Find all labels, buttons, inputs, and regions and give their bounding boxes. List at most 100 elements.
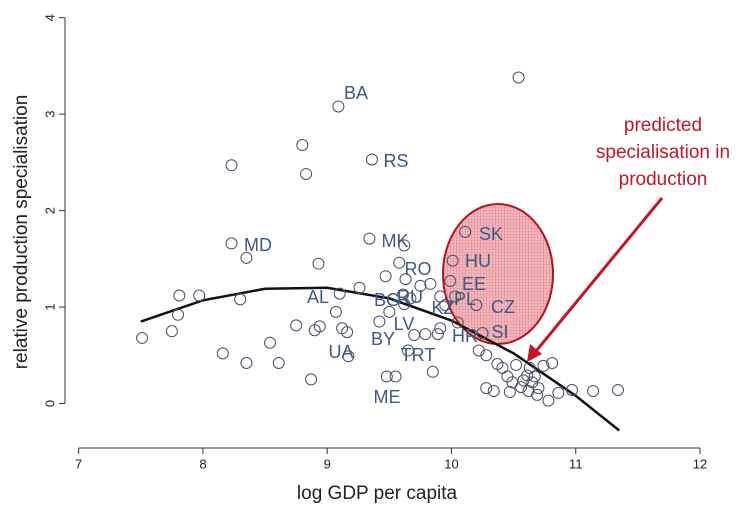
country-label: BG	[374, 290, 400, 310]
data-point	[470, 299, 483, 312]
country-label: SI	[491, 322, 508, 342]
data-point	[491, 357, 504, 370]
y-tick-label: 2	[42, 207, 57, 214]
data-point	[398, 239, 411, 252]
data-point	[389, 370, 402, 383]
data-point	[308, 324, 321, 337]
data-point	[512, 71, 525, 84]
data-point	[531, 388, 544, 401]
data-point	[431, 328, 444, 341]
data-point	[503, 385, 516, 398]
data-point	[379, 270, 392, 283]
country-label: TRT	[401, 345, 436, 365]
annotation-text: predicted	[624, 115, 702, 136]
x-tick-label: 12	[693, 456, 707, 471]
data-point	[234, 293, 247, 306]
data-point	[353, 281, 366, 294]
data-point	[515, 381, 528, 394]
data-point	[444, 275, 457, 288]
country-label: BA	[344, 83, 368, 103]
data-point	[542, 394, 555, 407]
data-point	[380, 370, 393, 383]
country-label: RU	[397, 287, 423, 307]
data-point	[365, 153, 378, 166]
data-point	[424, 277, 437, 290]
arrow-head	[527, 344, 542, 362]
data-point	[404, 292, 417, 305]
country-label: RO	[405, 259, 432, 279]
data-point	[336, 322, 349, 335]
data-point	[373, 315, 386, 328]
data-point	[290, 319, 303, 332]
data-point	[587, 384, 600, 397]
y-tick-label: 1	[42, 303, 57, 310]
data-point	[566, 384, 579, 397]
data-point	[528, 370, 541, 383]
x-tick-label: 9	[324, 456, 331, 471]
arrow-shaft	[530, 197, 664, 357]
country-label: UA	[328, 342, 353, 362]
data-point	[216, 347, 229, 360]
x-tick-label: 7	[75, 456, 82, 471]
y-tick-label: 0	[42, 400, 57, 407]
data-point	[397, 288, 410, 301]
data-point	[173, 289, 186, 302]
data-point	[510, 358, 523, 371]
y-axis-label: relative production specialisation	[11, 95, 32, 370]
country-label: HR	[452, 326, 478, 346]
data-point	[296, 139, 309, 152]
data-point	[225, 237, 238, 250]
data-point	[472, 344, 485, 357]
annotation-text: production	[619, 169, 708, 190]
country-label: ME	[374, 387, 401, 407]
data-point	[240, 251, 253, 264]
country-label: RS	[383, 151, 408, 171]
country-label: BY	[371, 329, 395, 349]
data-point	[363, 232, 376, 245]
data-point	[272, 357, 285, 370]
data-point	[434, 322, 447, 335]
data-point	[313, 320, 326, 333]
data-point	[546, 357, 559, 370]
data-point	[136, 331, 149, 344]
data-point	[480, 382, 493, 395]
data-point	[611, 384, 624, 397]
country-label: HU	[465, 251, 491, 271]
data-point	[165, 325, 178, 338]
fit-curve	[140, 286, 621, 432]
data-point	[172, 308, 185, 321]
data-point	[225, 159, 238, 172]
data-point	[451, 316, 464, 329]
country-label: MK	[382, 231, 409, 251]
data-point	[193, 289, 206, 302]
data-point	[305, 373, 318, 386]
x-tick-label: 11	[569, 456, 583, 471]
data-point	[312, 257, 325, 270]
y-tick-label: 4	[42, 14, 57, 21]
data-point	[532, 382, 545, 395]
data-point	[439, 299, 452, 312]
data-point	[449, 290, 462, 303]
data-point	[426, 365, 439, 378]
data-point	[393, 256, 406, 269]
annotation-text: specialisation in	[596, 142, 730, 163]
data-point	[537, 359, 550, 372]
data-point	[446, 254, 459, 267]
y-tick-label: 3	[42, 111, 57, 118]
data-point	[329, 305, 342, 318]
data-point	[414, 279, 427, 292]
data-point	[552, 386, 565, 399]
data-point	[459, 225, 472, 238]
data-point	[487, 384, 500, 397]
data-point	[341, 326, 354, 339]
data-point	[332, 100, 345, 113]
data-point	[240, 357, 253, 370]
country-label: CZ	[491, 297, 515, 317]
data-point	[342, 350, 355, 363]
data-point	[300, 167, 313, 180]
country-label: PL	[454, 289, 476, 309]
data-point	[480, 349, 493, 362]
data-point	[476, 327, 489, 340]
x-tick-label: 10	[444, 456, 458, 471]
